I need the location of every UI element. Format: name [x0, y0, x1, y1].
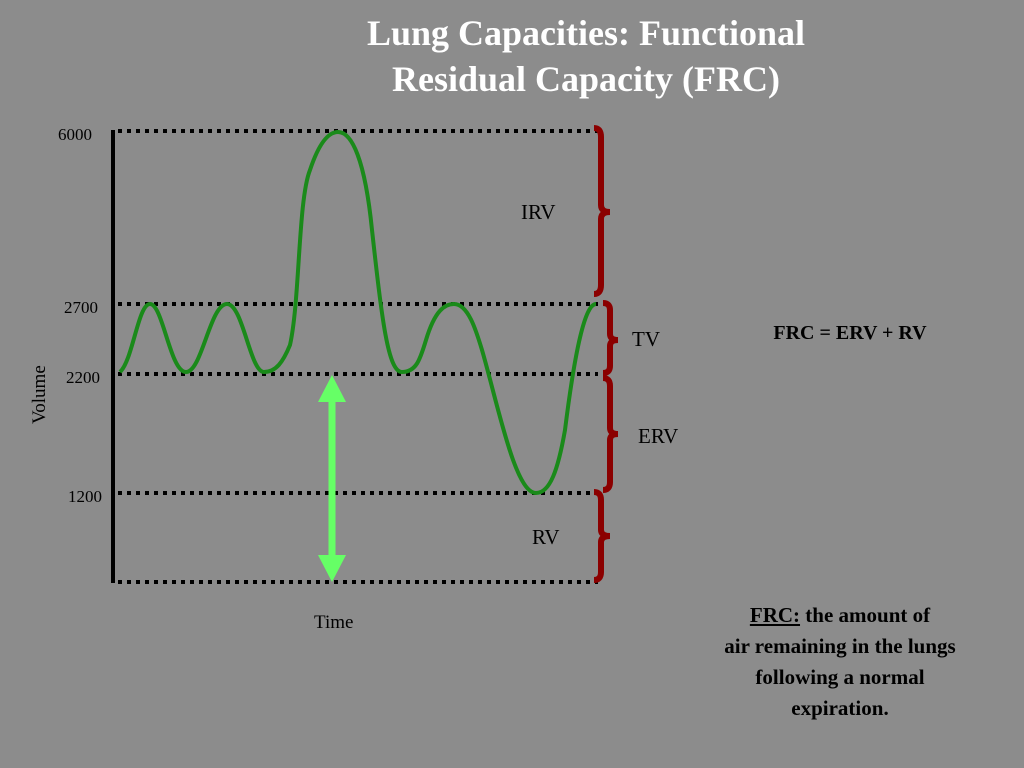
- definition-line-2: air remaining in the lungs: [724, 634, 956, 658]
- brace-irv: [593, 125, 611, 297]
- brace-erv: [602, 375, 619, 493]
- title-line-2: Residual Capacity (FRC): [392, 59, 780, 99]
- title-line-1: Lung Capacities: Functional: [366, 13, 806, 53]
- definition-line-1: FRC: the amount of: [680, 600, 1000, 631]
- frc-arrow-head-up: [318, 375, 346, 402]
- brace-tv: [602, 300, 619, 376]
- y-axis-label: Volume: [29, 365, 50, 424]
- segment-label-erv: ERV: [638, 424, 678, 448]
- definition-line-4: expiration.: [791, 696, 889, 720]
- tick-label-2200: 2200: [66, 368, 100, 387]
- definition-term: FRC:: [749, 603, 801, 627]
- segment-label-irv: IRV: [521, 200, 555, 224]
- brace-rv: [593, 489, 611, 583]
- x-axis-label: Time: [314, 612, 353, 633]
- definition-line-1-rest: the amount of: [800, 603, 931, 627]
- segment-label-rv: RV: [532, 525, 560, 549]
- breathing-curve: [118, 129, 597, 496]
- tick-label-6000: 6000: [58, 125, 92, 144]
- segment-label-tv: TV: [632, 327, 660, 351]
- slide-title: Lung Capacities: Functional Residual Cap…: [250, 10, 922, 102]
- tick-label-1200: 1200: [68, 487, 102, 506]
- frc-arrow-head-down: [318, 555, 346, 582]
- frc-definition: FRC: the amount of air remaining in the …: [680, 600, 1000, 724]
- frc-formula: FRC = ERV + RV: [773, 322, 927, 344]
- tick-label-2700: 2700: [64, 298, 98, 317]
- definition-line-3: following a normal: [755, 665, 925, 689]
